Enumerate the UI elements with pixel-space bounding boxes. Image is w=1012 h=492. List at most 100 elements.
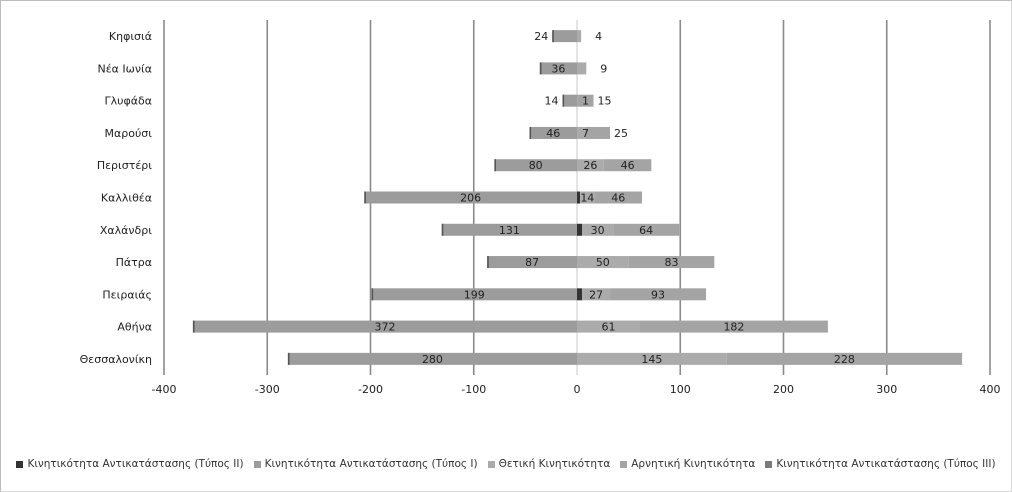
bar-segment xyxy=(552,30,577,43)
data-label: 206 xyxy=(460,192,481,205)
bar-segment xyxy=(580,191,595,204)
x-tick-label: 400 xyxy=(980,383,1001,396)
bar-segment xyxy=(584,126,611,139)
bar-segment xyxy=(577,256,629,269)
data-label: 25 xyxy=(614,127,628,140)
bar-segment xyxy=(441,223,577,236)
legend-item: Κινητικότητα Αντικατάστασης (Τύπος ΙΙΙ) xyxy=(765,458,996,470)
data-label: 64 xyxy=(639,224,653,237)
bar-end-cap xyxy=(287,352,290,365)
bar-segment xyxy=(577,191,581,204)
data-label: 61 xyxy=(601,321,615,334)
legend-item: Κινητικότητα Αντικατάστασης (Τύπος Ι) xyxy=(253,458,478,470)
data-label: 14 xyxy=(545,95,559,108)
x-tick-label: 300 xyxy=(876,383,897,396)
data-label: 46 xyxy=(546,127,560,140)
bar-segment xyxy=(639,320,828,333)
data-label: 7 xyxy=(582,127,589,140)
category-label: Θεσσαλονίκη xyxy=(80,353,152,366)
bar-end-cap xyxy=(539,62,542,75)
bar-segment xyxy=(577,30,582,43)
data-label: 24 xyxy=(534,30,548,43)
bar-segment xyxy=(577,126,585,139)
category-label: Πάτρα xyxy=(116,256,152,269)
legend-item: Κινητικότητα Αντικατάστασης (Τύπος ΙΙ) xyxy=(16,458,244,470)
legend-swatch xyxy=(765,460,773,468)
bar-end-cap xyxy=(441,223,444,236)
data-label: 15 xyxy=(598,95,612,108)
data-label: 46 xyxy=(611,192,625,205)
bar-segment xyxy=(562,94,577,107)
bar-segment xyxy=(603,159,652,172)
data-label: 182 xyxy=(723,321,744,334)
bar-segment xyxy=(610,288,707,301)
bar-end-cap xyxy=(364,191,366,204)
bar-segment xyxy=(494,159,577,172)
data-label: 26 xyxy=(583,159,597,172)
bar-segment xyxy=(582,223,614,236)
legend-label: Κινητικότητα Αντικατάστασης (Τύπος Ι) xyxy=(264,458,478,470)
category-label: Καλλιθέα xyxy=(101,192,152,205)
text-layer: -400 -300 -200 -100 0 100 200 300 400 Κηφισιά Νέα … xyxy=(80,30,1001,396)
category-label: Πειραιάς xyxy=(102,288,152,301)
x-tick-label: -400 xyxy=(152,383,177,396)
bar-segment xyxy=(577,352,727,365)
data-label: 372 xyxy=(374,321,395,334)
bar-segment xyxy=(364,191,577,204)
bar-segment xyxy=(582,288,611,301)
legend-swatch xyxy=(620,460,628,468)
category-label: Γλυφάδα xyxy=(105,95,153,108)
bar-segment xyxy=(577,223,583,236)
bar-segment xyxy=(628,256,715,269)
legend-label: Κινητικότητα Αντικατάστασης (Τύπος ΙΙ) xyxy=(27,458,244,470)
bar-segment xyxy=(539,62,577,75)
data-label: 36 xyxy=(551,62,565,75)
x-tick-label: 100 xyxy=(670,383,691,396)
bar-end-cap xyxy=(371,288,374,301)
bar-segment xyxy=(577,159,604,172)
bar-segment xyxy=(577,320,640,333)
bar-segment xyxy=(371,288,577,301)
data-label: 280 xyxy=(422,353,443,366)
bar-segment xyxy=(529,126,577,139)
legend-label: Αρνητική Κινητικότητα xyxy=(631,458,756,470)
data-label: 14 xyxy=(580,192,594,205)
category-label: Νέα Ιωνία xyxy=(98,62,153,75)
x-tick-label: 200 xyxy=(773,383,794,396)
bar-segment xyxy=(487,256,577,269)
legend-swatch xyxy=(487,460,495,468)
legend-swatch xyxy=(253,460,261,468)
bar-segment xyxy=(726,352,963,365)
bar-segment xyxy=(192,320,577,333)
data-label: 199 xyxy=(464,288,485,301)
bar-end-cap xyxy=(487,256,489,269)
bar-layer xyxy=(192,30,963,365)
category-label: Χαλάνδρι xyxy=(100,224,152,237)
data-label: 9 xyxy=(600,62,607,75)
bar-end-cap xyxy=(562,94,565,107)
x-tick-label: 0 xyxy=(574,383,581,396)
legend-swatch xyxy=(16,460,24,468)
legend-item: Αρνητική Κινητικότητα xyxy=(620,458,755,470)
bar-segment xyxy=(287,352,577,365)
x-tick-label: -300 xyxy=(255,383,280,396)
category-label: Περιστέρι xyxy=(97,159,152,172)
bar-segment xyxy=(613,223,680,236)
data-label: 46 xyxy=(621,159,635,172)
category-label: Κηφισιά xyxy=(109,30,152,43)
data-label: 93 xyxy=(651,288,665,301)
bar-segment xyxy=(578,94,594,107)
category-label: Μαρούσι xyxy=(104,127,152,140)
bar-segment xyxy=(577,62,587,75)
legend: Κινητικότητα Αντικατάστασης (Τύπος ΙΙ) Κι… xyxy=(0,458,1012,470)
legend-item: Θετική Κινητικότητα xyxy=(487,458,610,470)
data-label: 87 xyxy=(525,256,539,269)
bar-segment xyxy=(577,94,579,107)
x-tick-label: -200 xyxy=(358,383,383,396)
bar-end-cap xyxy=(494,159,496,172)
data-label: 145 xyxy=(641,353,662,366)
bar-end-cap xyxy=(192,320,195,333)
bar-segment xyxy=(594,191,643,204)
legend-label: Κινητικότητα Αντικατάστασης (Τύπος ΙΙΙ) xyxy=(776,458,996,470)
